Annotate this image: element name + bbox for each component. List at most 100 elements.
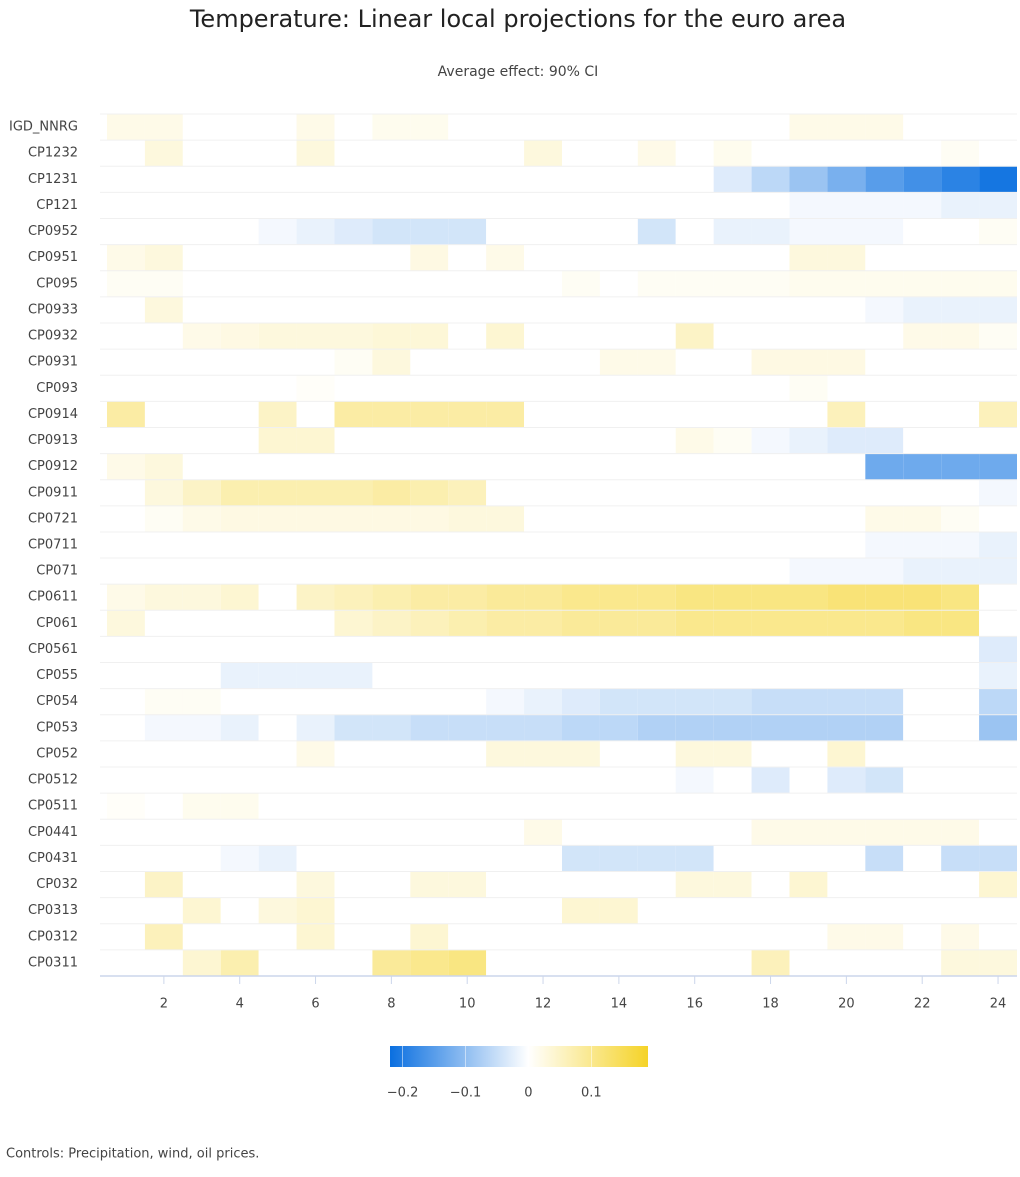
heat-cell — [713, 793, 752, 820]
heat-cell — [220, 871, 259, 898]
heat-cell — [979, 767, 1017, 794]
heat-cell — [182, 845, 221, 872]
heat-cell — [182, 505, 221, 532]
heat-cell — [334, 923, 373, 950]
heat-cell — [258, 479, 297, 506]
heat-cell — [562, 375, 600, 402]
heat-cell — [599, 923, 638, 950]
heat-cell — [410, 322, 449, 350]
heat-cell — [599, 244, 638, 271]
heat-cell — [637, 296, 676, 323]
heat-cell — [751, 871, 790, 898]
heat-cell — [258, 714, 297, 741]
heat-cell — [144, 375, 183, 402]
heat-cell — [941, 375, 980, 402]
heat-cell — [182, 479, 221, 506]
heat-cell — [524, 427, 562, 454]
heat-cell — [599, 871, 638, 898]
heat-cell — [903, 688, 942, 715]
heat-cell — [789, 610, 828, 637]
heat-cell — [751, 322, 790, 350]
heat-cell — [372, 740, 411, 768]
heat-cell — [637, 897, 676, 924]
heat-cell — [448, 218, 487, 245]
y-tick-label: CP0511 — [28, 799, 78, 814]
heat-cell — [220, 531, 259, 559]
heat-cell — [675, 740, 714, 768]
heat-cell — [599, 897, 638, 924]
heat-cell — [107, 401, 145, 428]
heat-cell — [107, 740, 145, 768]
heat-cell — [524, 793, 562, 820]
heat-cell — [334, 322, 373, 350]
heat-cell — [296, 166, 335, 193]
heat-cell — [182, 662, 221, 689]
heat-cell — [751, 270, 790, 297]
heat-cell — [751, 714, 790, 741]
heat-cell — [448, 296, 487, 323]
heat-cell — [486, 479, 525, 506]
heat-cell — [979, 949, 1017, 976]
heat-cell — [865, 923, 904, 950]
heat-cell — [182, 270, 221, 297]
heat-cell — [675, 296, 714, 323]
heat-cell — [448, 636, 487, 663]
y-tick-label: CP0721 — [28, 511, 78, 526]
heat-cell — [524, 767, 562, 794]
heat-cell — [789, 479, 828, 506]
heat-cell — [941, 923, 980, 950]
heat-cell — [903, 740, 942, 768]
y-tick-label: CP1231 — [28, 172, 78, 187]
y-tick-label: CP052 — [36, 746, 78, 761]
heat-cell — [296, 767, 335, 794]
heat-cell — [220, 479, 259, 506]
heat-cell — [524, 610, 562, 637]
heat-cell — [979, 688, 1017, 715]
heat-cell — [182, 610, 221, 637]
heat-cell — [865, 636, 904, 663]
heat-cell — [334, 845, 373, 872]
heat-cell — [334, 767, 373, 794]
heat-cell — [903, 218, 942, 245]
heat-cell — [713, 767, 752, 794]
heat-cell — [410, 479, 449, 506]
heat-cell — [599, 584, 638, 611]
heat-cell — [751, 897, 790, 924]
heat-cell — [220, 401, 259, 428]
heat-cell — [562, 505, 600, 532]
heat-cell — [751, 479, 790, 506]
heat-cell — [372, 296, 411, 323]
heat-cell — [410, 531, 449, 559]
heat-cell — [334, 166, 373, 193]
heat-cell — [107, 166, 145, 193]
heat-cell — [182, 218, 221, 245]
heat-cell — [827, 584, 866, 611]
heat-cell — [675, 114, 714, 141]
heat-cell — [675, 897, 714, 924]
heat-cell — [486, 923, 525, 950]
heat-cell — [448, 949, 487, 976]
heat-cell — [410, 375, 449, 402]
y-tick-label: CP0431 — [28, 851, 78, 866]
heat-cell — [220, 662, 259, 689]
heat-cell — [562, 296, 600, 323]
heat-cell — [182, 636, 221, 663]
heat-cell — [599, 558, 638, 585]
heat-cell — [675, 767, 714, 794]
heat-cell — [865, 531, 904, 559]
heat-cell — [827, 453, 866, 480]
heat-cell — [524, 636, 562, 663]
heat-cell — [182, 166, 221, 193]
heat-cell — [675, 558, 714, 585]
heat-cell — [865, 192, 904, 219]
heat-cell — [486, 819, 525, 846]
heat-cell — [789, 140, 828, 167]
heat-cell — [334, 505, 373, 532]
heat-cell — [827, 662, 866, 689]
heat-cell — [258, 584, 297, 611]
y-tick-label: CP0711 — [28, 538, 78, 553]
heat-cell — [827, 244, 866, 271]
heat-cell — [524, 845, 562, 872]
heat-cell — [637, 688, 676, 715]
heat-cell — [941, 688, 980, 715]
